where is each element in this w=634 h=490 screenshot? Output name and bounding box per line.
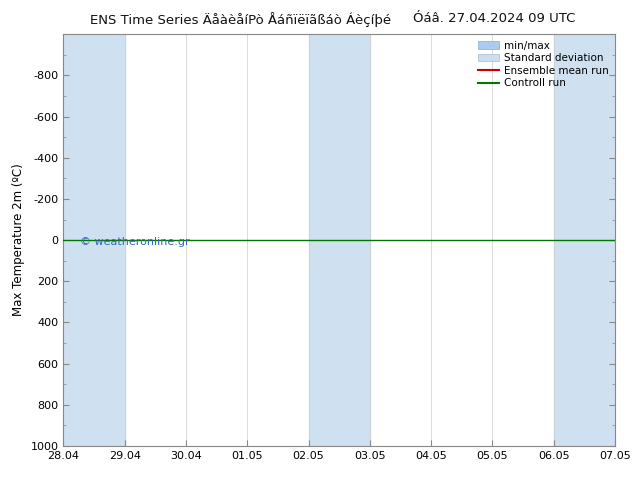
Text: Óáâ. 27.04.2024 09 UTC: Óáâ. 27.04.2024 09 UTC [413, 12, 576, 25]
Bar [553, 34, 615, 446]
Bar [309, 34, 370, 446]
Text: © weatheronline.gr: © weatheronline.gr [80, 237, 190, 247]
Y-axis label: Max Temperature 2m (ºC): Max Temperature 2m (ºC) [12, 164, 25, 317]
Bar [63, 34, 125, 446]
Legend: min/max, Standard deviation, Ensemble mean run, Controll run: min/max, Standard deviation, Ensemble me… [475, 37, 612, 92]
Text: ENS Time Series ÄåàèåíPò Åáñïëïãßáò Áèçíþé: ENS Time Series ÄåàèåíPò Åáñïëïãßáò Áèçí… [91, 12, 391, 27]
